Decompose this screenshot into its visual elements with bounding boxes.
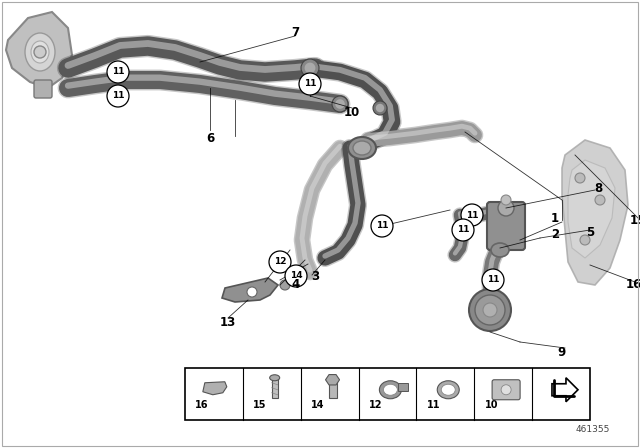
Circle shape	[269, 251, 291, 273]
Text: 12: 12	[274, 258, 286, 267]
Circle shape	[465, 208, 479, 222]
Ellipse shape	[383, 384, 397, 395]
FancyBboxPatch shape	[492, 380, 520, 400]
Circle shape	[575, 173, 585, 183]
Text: 11: 11	[304, 79, 316, 89]
Text: 11: 11	[112, 68, 124, 77]
Circle shape	[34, 46, 46, 58]
Text: 11: 11	[376, 221, 388, 231]
Circle shape	[335, 99, 345, 109]
Text: 3: 3	[311, 270, 319, 283]
Ellipse shape	[348, 137, 376, 159]
Circle shape	[461, 204, 483, 226]
Circle shape	[305, 63, 316, 73]
Circle shape	[482, 269, 504, 291]
Text: 10: 10	[484, 401, 498, 410]
Text: 16: 16	[626, 279, 640, 292]
Circle shape	[299, 73, 321, 95]
Circle shape	[456, 223, 470, 237]
Bar	[328, 380, 337, 398]
Text: 12: 12	[369, 401, 383, 410]
FancyBboxPatch shape	[487, 202, 525, 250]
Circle shape	[580, 235, 590, 245]
Circle shape	[459, 226, 467, 234]
Ellipse shape	[491, 243, 509, 257]
Ellipse shape	[469, 289, 511, 331]
Ellipse shape	[380, 381, 401, 399]
Circle shape	[107, 61, 129, 83]
Bar	[398, 383, 408, 391]
Polygon shape	[326, 375, 340, 385]
Text: 15: 15	[630, 214, 640, 227]
Circle shape	[301, 59, 319, 77]
Ellipse shape	[483, 303, 497, 317]
Circle shape	[373, 101, 387, 115]
Ellipse shape	[25, 33, 55, 71]
Circle shape	[501, 195, 511, 205]
Circle shape	[468, 211, 476, 219]
Ellipse shape	[269, 375, 280, 381]
Text: 5: 5	[586, 225, 594, 238]
Text: 4: 4	[292, 277, 300, 290]
Ellipse shape	[280, 280, 290, 290]
Ellipse shape	[353, 141, 371, 155]
Text: 7: 7	[291, 26, 299, 39]
Text: 14: 14	[311, 401, 324, 410]
Circle shape	[332, 96, 348, 112]
Text: 8: 8	[594, 181, 602, 194]
Ellipse shape	[31, 41, 49, 63]
Ellipse shape	[475, 295, 505, 325]
Text: 11: 11	[457, 225, 469, 234]
Text: 1: 1	[551, 211, 559, 224]
Circle shape	[285, 265, 307, 287]
Text: 11: 11	[466, 211, 478, 220]
Text: 13: 13	[220, 315, 236, 328]
Polygon shape	[203, 382, 227, 395]
Polygon shape	[562, 140, 628, 285]
Circle shape	[247, 287, 257, 297]
Circle shape	[452, 219, 474, 241]
Circle shape	[376, 104, 384, 112]
Circle shape	[378, 222, 386, 230]
Text: 16: 16	[195, 401, 209, 410]
Text: 14: 14	[290, 271, 302, 280]
Text: 10: 10	[344, 105, 360, 119]
Circle shape	[498, 200, 514, 216]
Bar	[185, 368, 590, 420]
Circle shape	[501, 385, 511, 395]
Polygon shape	[6, 12, 72, 88]
Text: 11: 11	[112, 91, 124, 100]
Circle shape	[107, 85, 129, 107]
Polygon shape	[222, 278, 278, 302]
Bar	[271, 378, 278, 398]
Ellipse shape	[441, 384, 455, 395]
Text: 11: 11	[487, 276, 499, 284]
Circle shape	[371, 215, 393, 237]
Text: 9: 9	[558, 345, 566, 358]
Circle shape	[595, 195, 605, 205]
Text: 11: 11	[427, 401, 440, 410]
Text: 461355: 461355	[575, 425, 610, 434]
Ellipse shape	[437, 381, 460, 399]
Polygon shape	[568, 160, 615, 258]
Circle shape	[489, 276, 497, 284]
Circle shape	[375, 219, 389, 233]
Text: 6: 6	[206, 132, 214, 145]
Text: 15: 15	[253, 401, 267, 410]
FancyBboxPatch shape	[34, 80, 52, 98]
Circle shape	[486, 273, 500, 287]
Text: 2: 2	[551, 228, 559, 241]
